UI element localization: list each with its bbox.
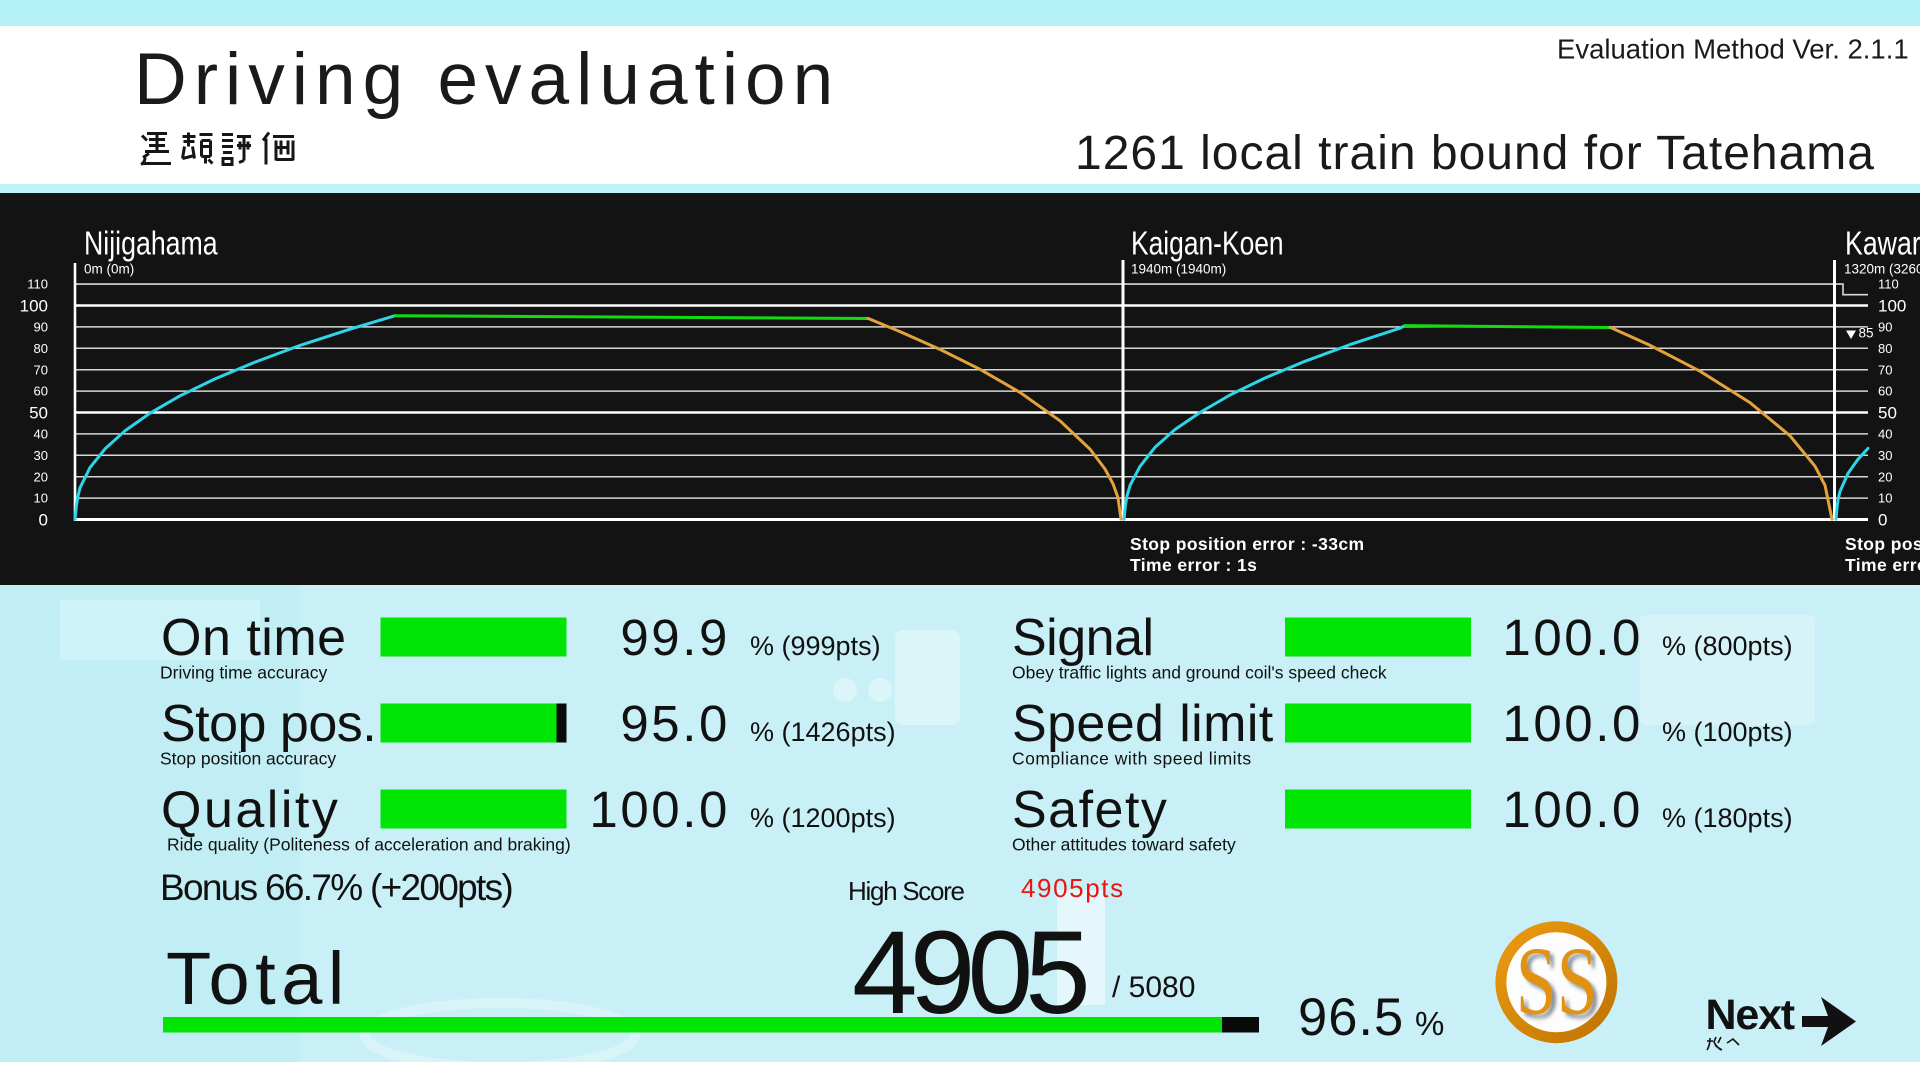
svg-text:Quality: Quality xyxy=(161,781,340,839)
svg-text:Stop position error : -13cm: Stop position error : -13cm xyxy=(1845,534,1920,554)
svg-text:90: 90 xyxy=(1878,320,1892,335)
svg-text:0: 0 xyxy=(39,511,48,530)
svg-text:100.0: 100.0 xyxy=(1502,609,1643,666)
svg-text:Bonus 66.7% (+200pts): Bonus 66.7% (+200pts) xyxy=(160,867,512,908)
svg-text:60: 60 xyxy=(1878,384,1892,399)
svg-text:110: 110 xyxy=(27,277,48,292)
svg-text:Other attitudes toward safety: Other attitudes toward safety xyxy=(1012,835,1236,855)
svg-text:95.0: 95.0 xyxy=(620,695,730,752)
svg-text:On time: On time xyxy=(161,609,347,667)
svg-text:High Score: High Score xyxy=(848,876,964,906)
svg-text:Time error : 1s: Time error : 1s xyxy=(1130,555,1257,575)
svg-text:Stop position accuracy: Stop position accuracy xyxy=(160,749,336,769)
svg-text:Stop position error : -33cm: Stop position error : -33cm xyxy=(1130,534,1364,554)
svg-text:40: 40 xyxy=(1878,427,1892,442)
svg-text:%: % xyxy=(1415,1005,1444,1042)
svg-text:20: 20 xyxy=(34,469,48,484)
svg-text:Obey traffic lights and ground: Obey traffic lights and ground coil's sp… xyxy=(1012,663,1387,683)
svg-text:30: 30 xyxy=(1878,448,1892,463)
svg-text:85: 85 xyxy=(1859,326,1874,341)
svg-text:Compliance with speed limits: Compliance with speed limits xyxy=(1012,749,1252,769)
svg-text:60: 60 xyxy=(34,384,48,399)
svg-text:20: 20 xyxy=(1878,469,1892,484)
svg-text:4905pts: 4905pts xyxy=(1021,873,1125,903)
svg-text:Next: Next xyxy=(1706,991,1795,1039)
svg-text:Driving evaluation: Driving evaluation xyxy=(134,39,840,120)
svg-text:1261 local train bound for Tat: 1261 local train bound for Tatehama xyxy=(1075,127,1875,180)
svg-text:70: 70 xyxy=(1878,362,1892,377)
svg-text:Speed limit: Speed limit xyxy=(1012,695,1274,753)
svg-text:% (1426pts): % (1426pts) xyxy=(750,717,896,747)
svg-text:10: 10 xyxy=(34,491,48,506)
svg-text:Time error : 0s: Time error : 0s xyxy=(1845,555,1920,575)
svg-text:80: 80 xyxy=(34,341,48,356)
svg-text:96.5: 96.5 xyxy=(1298,988,1404,1047)
svg-text:Stop pos.: Stop pos. xyxy=(161,695,376,753)
svg-text:30: 30 xyxy=(34,448,48,463)
svg-text:SS: SS xyxy=(1520,931,1602,1039)
svg-text:110: 110 xyxy=(1878,277,1899,292)
svg-text:Nijigahama: Nijigahama xyxy=(84,226,218,262)
svg-text:100.0: 100.0 xyxy=(589,781,730,838)
svg-text:% (100pts): % (100pts) xyxy=(1662,717,1793,747)
svg-text:% (999pts): % (999pts) xyxy=(750,631,881,661)
svg-text:99.9: 99.9 xyxy=(620,609,730,666)
svg-text:SS: SS xyxy=(1516,927,1598,1035)
svg-text:Total: Total xyxy=(166,937,350,1020)
svg-text:10: 10 xyxy=(1878,491,1892,506)
svg-text:Kawarazaki: Kawarazaki xyxy=(1845,226,1920,262)
svg-text:40: 40 xyxy=(34,427,48,442)
svg-text:1940m (1940m): 1940m (1940m) xyxy=(1131,262,1226,277)
svg-text:0: 0 xyxy=(1878,511,1887,530)
svg-text:50: 50 xyxy=(29,404,48,423)
svg-text:1320m (3260m): 1320m (3260m) xyxy=(1844,262,1920,277)
svg-text:/ 5080: / 5080 xyxy=(1112,971,1195,1004)
svg-text:100: 100 xyxy=(20,297,48,316)
svg-text:90: 90 xyxy=(34,320,48,335)
svg-text:Ride quality (Politeness of ac: Ride quality (Politeness of acceleration… xyxy=(167,835,571,855)
svg-text:100: 100 xyxy=(1878,297,1906,316)
svg-text:100.0: 100.0 xyxy=(1502,695,1643,752)
svg-text:50: 50 xyxy=(1878,404,1897,423)
svg-text:80: 80 xyxy=(1878,341,1892,356)
svg-text:% (1200pts): % (1200pts) xyxy=(750,803,896,833)
svg-text:% (800pts): % (800pts) xyxy=(1662,631,1793,661)
svg-text:Kaigan-Koen: Kaigan-Koen xyxy=(1131,226,1284,262)
svg-text:Safety: Safety xyxy=(1012,781,1168,839)
svg-text:0m (0m): 0m (0m) xyxy=(84,262,134,277)
svg-text:Driving time accuracy: Driving time accuracy xyxy=(160,663,328,683)
svg-text:% (180pts): % (180pts) xyxy=(1662,803,1793,833)
svg-text:100.0: 100.0 xyxy=(1502,781,1643,838)
svg-text:Signal: Signal xyxy=(1012,609,1154,667)
svg-text:Evaluation Method Ver. 2.1.1: Evaluation Method Ver. 2.1.1 xyxy=(1557,34,1909,65)
svg-text:70: 70 xyxy=(34,362,48,377)
